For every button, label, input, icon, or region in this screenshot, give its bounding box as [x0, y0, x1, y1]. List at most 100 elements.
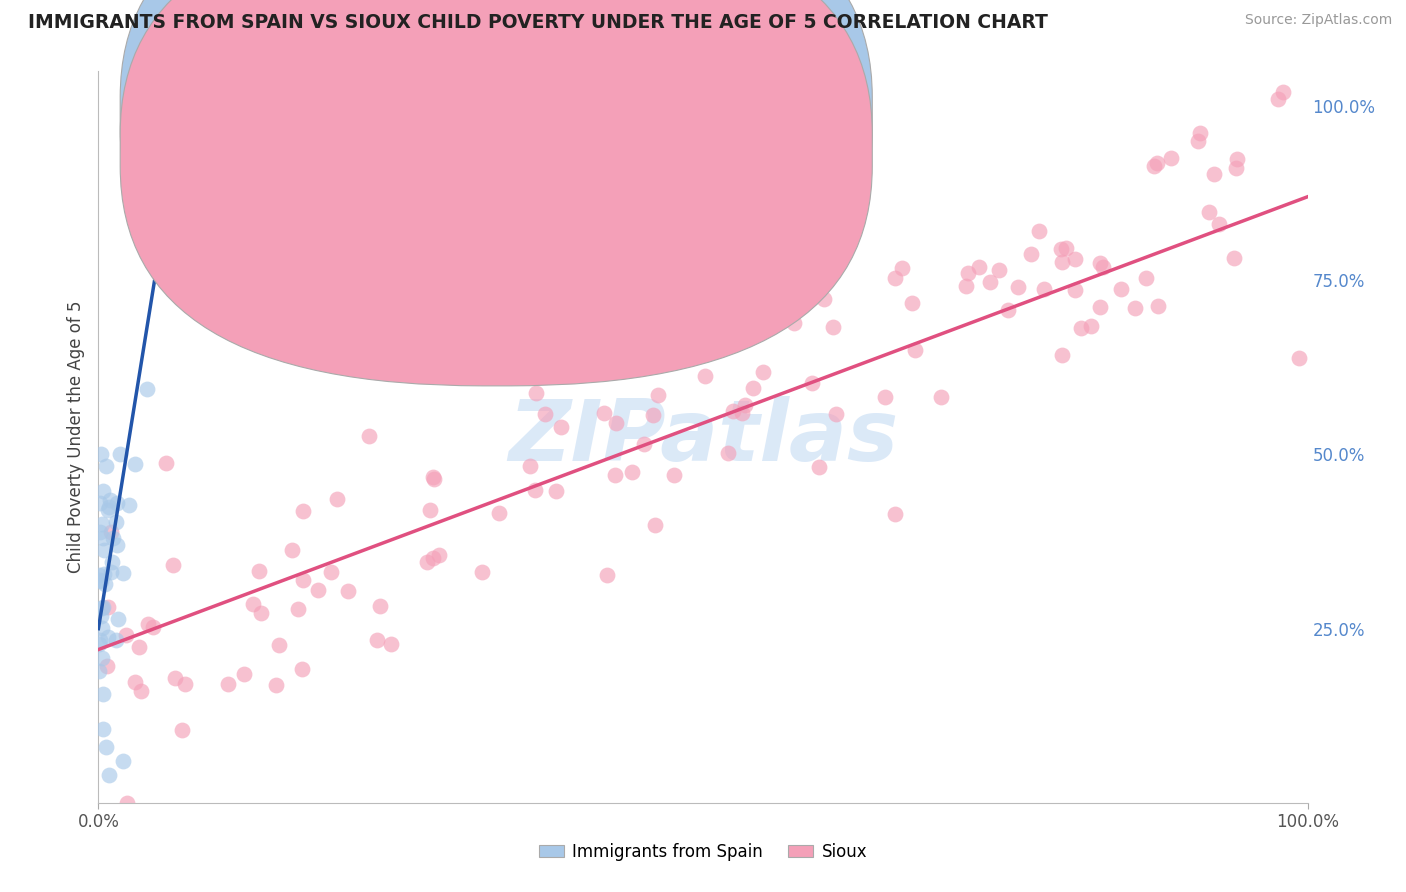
Point [172, 723, 194, 737]
Point [1028, 224, 1050, 238]
Point [269, 638, 291, 652]
Point [1123, 301, 1146, 315]
Point [281, 542, 304, 557]
Point [1187, 134, 1209, 148]
Point [891, 260, 914, 275]
Point [662, 467, 685, 482]
Point [955, 279, 977, 293]
Point [100, 555, 122, 569]
Point [1088, 256, 1111, 270]
Point [884, 271, 907, 285]
Point [118, 498, 141, 512]
Point [1091, 260, 1114, 274]
Point [89, 496, 111, 510]
Point [128, 640, 150, 654]
Point [90, 516, 112, 531]
Point [1146, 156, 1168, 170]
Point [1188, 126, 1211, 140]
Point [1050, 255, 1073, 269]
Point [98, 500, 121, 514]
Point [115, 628, 138, 642]
Point [97, 503, 120, 517]
Point [1288, 351, 1310, 366]
Point [633, 437, 655, 451]
Point [422, 470, 444, 484]
Point [326, 491, 349, 506]
Point [91, 687, 114, 701]
Point [929, 390, 952, 404]
Point [544, 484, 567, 499]
Point [165, 671, 187, 685]
Point [471, 565, 494, 579]
Point [250, 606, 273, 620]
Y-axis label: Child Poverty Under the Age of 5: Child Poverty Under the Age of 5 [66, 301, 84, 574]
Point [105, 539, 128, 553]
Point [89, 664, 111, 678]
Point [1050, 348, 1073, 362]
Point [523, 483, 546, 497]
Point [100, 525, 122, 540]
Point [813, 292, 835, 306]
Point [1142, 159, 1164, 173]
Point [734, 398, 756, 412]
Point [90, 621, 112, 635]
Point [291, 504, 314, 518]
Point [93, 542, 115, 557]
Point [519, 459, 541, 474]
Point [1033, 282, 1056, 296]
Point [416, 555, 439, 569]
Point [1070, 321, 1092, 335]
Point [90, 609, 112, 624]
Point [427, 548, 450, 562]
Point [97, 630, 120, 644]
Point [1160, 151, 1182, 165]
Point [359, 429, 381, 443]
Point [94, 740, 117, 755]
Point [1147, 299, 1170, 313]
Point [111, 566, 134, 581]
Point [366, 632, 388, 647]
Point [1088, 300, 1111, 314]
Point [903, 343, 925, 358]
Point [107, 612, 129, 626]
Point [1135, 270, 1157, 285]
Point [124, 457, 146, 471]
Point [718, 338, 741, 352]
Point [997, 302, 1019, 317]
Point [96, 458, 118, 473]
Point [91, 531, 114, 545]
Point [1267, 92, 1289, 106]
Point [97, 599, 120, 614]
FancyBboxPatch shape [120, 0, 872, 350]
FancyBboxPatch shape [120, 0, 872, 386]
Point [1109, 283, 1132, 297]
Point [801, 376, 824, 390]
Point [131, 684, 153, 698]
Point [136, 617, 159, 632]
Point [823, 320, 845, 334]
Point [516, 333, 538, 347]
Point [967, 260, 990, 274]
Point [266, 678, 288, 692]
Point [217, 677, 239, 691]
Point [884, 508, 907, 522]
Point [1202, 167, 1225, 181]
Point [368, 599, 391, 613]
Point [91, 600, 114, 615]
Point [1050, 242, 1073, 256]
Point [162, 558, 184, 573]
Point [807, 459, 830, 474]
Point [291, 662, 314, 676]
Point [91, 483, 114, 498]
Point [336, 584, 359, 599]
Point [166, 134, 188, 148]
Point [988, 262, 1011, 277]
Point [1007, 280, 1029, 294]
Point [1225, 161, 1247, 175]
Point [105, 496, 128, 510]
Point [593, 406, 616, 420]
Point [166, 260, 188, 274]
Point [141, 620, 163, 634]
Point [644, 518, 666, 533]
Point [1019, 247, 1042, 261]
